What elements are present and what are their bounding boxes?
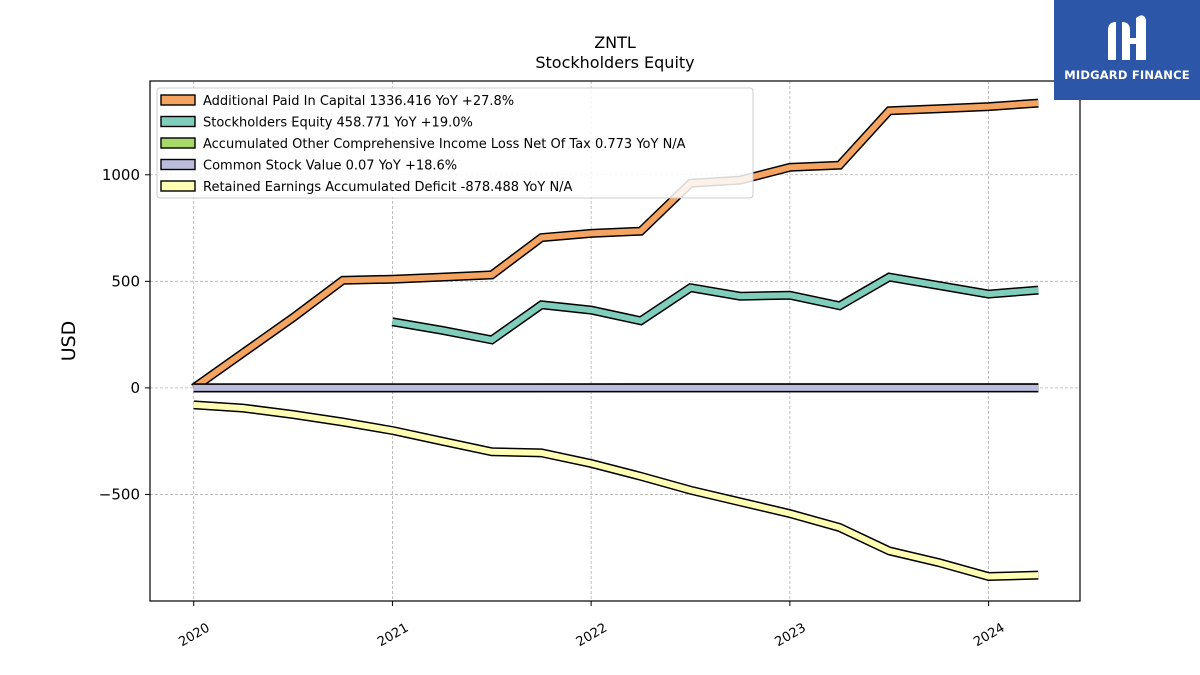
x-tick-label: 2023: [773, 621, 809, 651]
y-tick-label: 1000: [102, 166, 140, 184]
x-tick-label: 2021: [375, 621, 411, 651]
plot-frame: [149, 80, 1081, 602]
series-stroke: [193, 401, 1039, 580]
y-tick-label: 500: [111, 272, 140, 290]
y-tick-label: 0: [130, 379, 140, 397]
legend-entry-label: Additional Paid In Capital 1336.416 YoY …: [203, 94, 514, 109]
legend-entry-label: Retained Earnings Accumulated Deficit -8…: [203, 180, 573, 195]
legend-entry-label: Common Stock Value 0.07 YoY +18.6%: [203, 159, 457, 174]
series-line: [391, 272, 1039, 345]
legend-swatch: [160, 180, 196, 192]
chart-title: ZNTL: [594, 33, 636, 52]
series-stroke: [191, 100, 1039, 391]
series-line: [191, 98, 1039, 392]
series-outline: [193, 400, 1039, 582]
legend-entry-label: Stockholders Equity 458.771 YoY +19.0%: [203, 116, 473, 131]
x-tick-label: 2020: [176, 621, 212, 651]
x-tick-label: 2024: [971, 621, 1007, 651]
legend-swatch: [160, 137, 196, 149]
x-tick-label: 2022: [574, 621, 610, 651]
legend-entry-label: Accumulated Other Comprehensive Income L…: [203, 137, 686, 152]
legend-swatch: [160, 158, 196, 171]
y-tick-label: −500: [99, 485, 140, 503]
y-axis-label: USD: [58, 321, 80, 362]
series-stroke: [391, 273, 1039, 344]
midgard-logo-icon: [1108, 15, 1146, 60]
series-lines: [191, 98, 1039, 582]
chart-subtitle: Stockholders Equity: [535, 53, 694, 72]
logo-text: MIDGARD FINANCE: [1064, 68, 1190, 82]
series-line: [193, 400, 1039, 582]
legend-swatch: [160, 94, 196, 106]
legend-box: [156, 87, 754, 199]
legend-swatch: [160, 115, 196, 128]
legend: Additional Paid In Capital 1336.416 YoY …: [156, 87, 754, 199]
brand-logo: MIDGARD FINANCE: [1054, 0, 1200, 100]
